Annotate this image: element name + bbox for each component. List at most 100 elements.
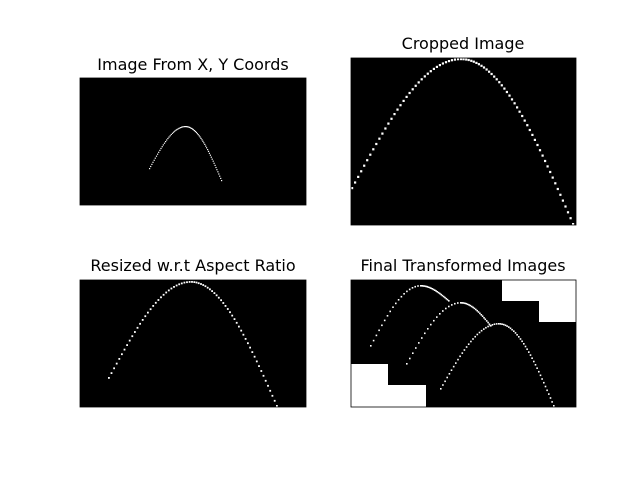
curve-point <box>549 170 552 174</box>
curve-point <box>121 353 123 356</box>
curve-point <box>183 281 186 284</box>
curve-point <box>208 152 210 154</box>
curve-point <box>526 124 529 127</box>
curve-point <box>408 288 411 291</box>
peak-curve <box>406 302 492 365</box>
curve-point <box>518 336 520 338</box>
curve-point <box>360 170 363 173</box>
curve-point <box>159 149 161 151</box>
curve-point <box>375 142 378 146</box>
curve-point <box>447 60 451 63</box>
curve-point <box>144 315 147 318</box>
curve-point <box>384 127 387 130</box>
curve-point <box>262 374 265 377</box>
curve-point <box>461 352 464 354</box>
curve-point <box>421 337 423 339</box>
white-block-bottom-left <box>351 364 426 407</box>
curve-point <box>543 381 545 384</box>
curve-point <box>445 307 447 310</box>
curve-point <box>476 333 479 336</box>
curve-point <box>442 384 444 386</box>
curve-point <box>521 114 524 118</box>
peak-curve <box>440 323 555 407</box>
curve-point <box>209 288 211 291</box>
curve-point <box>485 326 487 329</box>
curve-point <box>183 126 185 128</box>
curve-point <box>495 323 498 325</box>
curve-point <box>434 289 436 291</box>
curve-point <box>432 288 435 291</box>
curve-point <box>493 75 496 78</box>
curve-point <box>204 143 206 145</box>
curve-point <box>467 58 470 62</box>
curve-point <box>485 68 488 71</box>
white-block-top-right <box>502 280 576 322</box>
curve-point <box>564 205 567 208</box>
peak-curve <box>351 58 575 226</box>
curve-point <box>190 127 192 129</box>
curve-point <box>474 335 476 338</box>
curve-point <box>559 193 562 196</box>
curve-point <box>375 334 378 337</box>
curve-point <box>182 126 184 128</box>
curve-point <box>403 293 405 295</box>
curve-point <box>452 365 455 368</box>
curve-point <box>510 98 514 101</box>
curve-point <box>215 166 217 169</box>
curve-point <box>519 338 522 340</box>
curve-point <box>432 67 435 70</box>
curve-point <box>378 329 380 332</box>
curve-point <box>514 332 517 334</box>
curve-point <box>387 122 390 125</box>
curve-point <box>240 329 243 332</box>
curve-point <box>541 378 543 380</box>
curve-point <box>427 286 430 288</box>
curve-point <box>440 388 442 390</box>
curve-point <box>554 182 557 185</box>
curve-point <box>220 177 222 179</box>
curve-point <box>134 331 136 333</box>
curve-point <box>249 346 251 349</box>
curve-point <box>411 88 414 91</box>
curve-point <box>445 297 448 300</box>
curve-point <box>170 287 173 290</box>
curve-point <box>454 302 456 305</box>
curve-point <box>439 313 441 315</box>
curve-point <box>366 159 369 162</box>
curve-point <box>395 302 397 305</box>
curve-point <box>556 187 559 191</box>
curve-point <box>531 133 534 136</box>
curve-point <box>351 187 354 190</box>
curve-point <box>152 161 154 163</box>
curve-point <box>141 319 144 321</box>
curve-point <box>457 302 459 304</box>
curve-point <box>211 158 213 160</box>
curve-point <box>473 307 476 310</box>
curve-point <box>548 393 550 395</box>
curve-point <box>523 343 525 345</box>
curve-point <box>173 131 175 133</box>
curve-point <box>113 367 115 370</box>
curve-point <box>210 156 212 158</box>
curve-point <box>207 150 210 152</box>
peak-curve <box>149 126 223 182</box>
curve-point <box>372 148 375 151</box>
curve-point <box>490 72 493 76</box>
curve-point <box>461 302 463 304</box>
curve-point <box>521 340 523 343</box>
curve-point <box>544 159 547 163</box>
curve-point <box>396 108 399 111</box>
curve-point <box>260 370 263 372</box>
curve-point <box>178 283 181 286</box>
curve-point <box>192 128 194 130</box>
curve-point <box>118 358 121 360</box>
curve-point <box>126 344 128 346</box>
curve-point <box>370 345 372 347</box>
curve-point <box>389 310 391 313</box>
curve-point <box>417 285 419 287</box>
curve-point <box>572 223 575 226</box>
curve-point <box>220 299 222 302</box>
curve-point <box>195 131 197 133</box>
curve-point <box>484 318 487 321</box>
curve-point <box>271 394 274 397</box>
